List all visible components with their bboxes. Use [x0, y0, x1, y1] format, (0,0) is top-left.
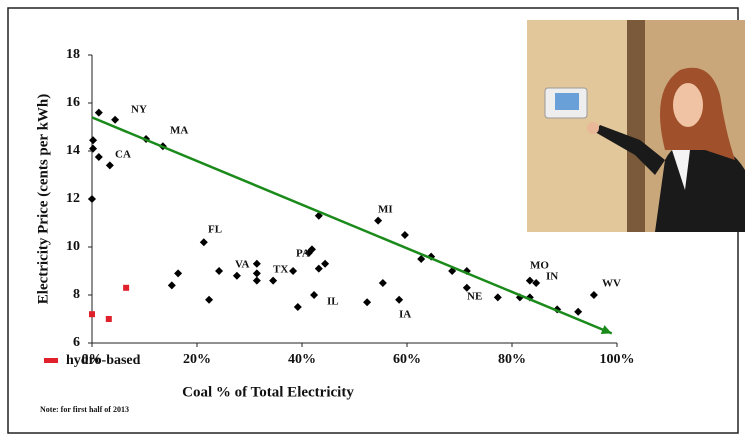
point [310, 291, 319, 299]
y-axis-label: Electricity Price (cents per kWh) [35, 94, 51, 304]
point [205, 295, 214, 304]
point [199, 238, 208, 247]
point [378, 279, 387, 287]
state-label: WV [602, 278, 621, 290]
point [269, 276, 278, 285]
point [574, 307, 583, 316]
point [89, 311, 95, 318]
state-label: MO [530, 260, 549, 272]
point [321, 259, 330, 268]
legend-label: hydro-based [66, 353, 141, 368]
state-label: TX [273, 264, 288, 276]
y-tick-label: 10 [66, 239, 80, 254]
y-tick-label: 16 [66, 95, 80, 110]
point [374, 216, 383, 225]
point [314, 264, 323, 273]
point [89, 144, 98, 153]
legend-swatch [44, 358, 58, 363]
state-label: VA [235, 259, 250, 271]
state-label: PA [296, 248, 310, 260]
point [493, 293, 502, 302]
point [105, 161, 114, 170]
point [174, 269, 183, 278]
point [232, 271, 241, 280]
x-tick-label: 60% [393, 352, 421, 367]
x-tick-label: 20% [183, 352, 211, 367]
y-tick-label: 6 [73, 335, 80, 350]
state-label: CA [115, 149, 131, 161]
point [307, 245, 316, 254]
point [252, 269, 261, 278]
point [215, 267, 224, 275]
y-tick-label: 18 [66, 47, 80, 62]
state-label: NY [131, 104, 147, 116]
x-axis-label: Coal % of Total Electricity [182, 384, 354, 400]
point [94, 153, 103, 161]
point [111, 115, 120, 124]
point [417, 255, 426, 263]
point [88, 195, 96, 203]
state-label: MI [378, 204, 393, 216]
point [589, 291, 598, 299]
state-label: IN [546, 271, 558, 283]
photo [527, 20, 745, 232]
y-tick-label: 8 [73, 287, 80, 302]
point [89, 136, 98, 145]
point [395, 295, 404, 304]
y-tick-label: 12 [66, 191, 80, 206]
x-tick-label: 40% [288, 352, 316, 367]
point [293, 303, 302, 311]
point [94, 108, 103, 117]
point [532, 279, 541, 287]
trend-arrow [600, 325, 612, 335]
x-tick-label: 100% [600, 352, 635, 367]
note: Note: for first half of 2013 [40, 405, 129, 414]
state-label: FL [208, 224, 222, 236]
point [462, 283, 471, 292]
point [400, 231, 409, 239]
point [289, 267, 298, 275]
state-label: IL [327, 296, 339, 308]
point [123, 284, 130, 291]
state-label: NE [467, 291, 482, 303]
point [105, 316, 112, 322]
state-label: IA [399, 309, 411, 321]
point [252, 276, 261, 285]
trend-line [91, 116, 613, 335]
y-tick-label: 14 [66, 143, 80, 158]
state-label: MA [170, 125, 188, 137]
x-tick-label: 0% [82, 352, 103, 367]
x-tick-label: 80% [498, 352, 526, 367]
point [363, 298, 372, 307]
point [252, 259, 261, 268]
point [167, 281, 176, 290]
point [525, 276, 534, 285]
